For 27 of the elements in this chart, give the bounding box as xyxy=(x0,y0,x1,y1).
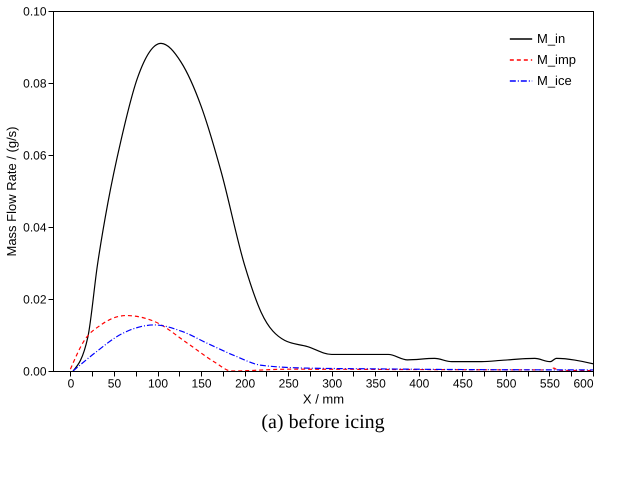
x-tick-label: 200 xyxy=(235,376,256,390)
x-tick-label: 150 xyxy=(192,376,212,390)
y-tick-label: 0.06 xyxy=(23,148,47,162)
x-tick-label: 550 xyxy=(540,376,560,390)
y-tick-label: 0.04 xyxy=(23,220,47,234)
legend-label: M_ice xyxy=(537,73,572,88)
line-series xyxy=(70,314,593,371)
x-tick-label: 250 xyxy=(278,376,299,390)
y-tick-label: 0.10 xyxy=(23,4,47,18)
x-tick-label: 450 xyxy=(452,376,474,390)
x-tick-label: 300 xyxy=(322,376,343,390)
legend-label: M_in xyxy=(537,31,566,46)
x-tick-label: 600 xyxy=(573,376,594,390)
text: (a) before icing xyxy=(261,411,385,433)
x-axis-title: X / mm xyxy=(302,392,344,406)
y-axis-title: Mass Flow Rate / (g/s) xyxy=(4,126,20,257)
y-tick-label: 0.00 xyxy=(23,364,47,378)
x-tick-label: 100 xyxy=(148,376,168,390)
x-tick-label: 0 xyxy=(68,376,75,390)
line-series xyxy=(72,324,593,371)
x-tick-label: 350 xyxy=(366,376,386,390)
x-tick-label: 50 xyxy=(108,376,122,390)
y-tick-label: 0.08 xyxy=(23,76,47,90)
x-tick-label: 500 xyxy=(496,376,517,390)
y-tick-label: 0.02 xyxy=(23,292,47,306)
x-tick-label: 400 xyxy=(409,376,430,390)
legend-label: M_imp xyxy=(537,52,576,67)
